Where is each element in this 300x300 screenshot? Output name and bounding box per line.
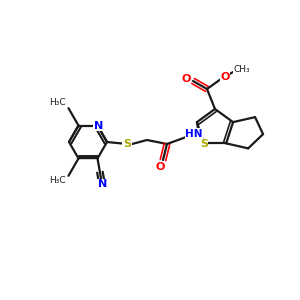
Text: S: S — [200, 140, 208, 149]
Text: O: O — [155, 162, 165, 172]
Text: H₃C: H₃C — [49, 176, 65, 185]
Text: H₃C: H₃C — [49, 98, 65, 107]
Text: S: S — [123, 139, 131, 149]
Text: O: O — [220, 72, 230, 82]
Text: HN: HN — [185, 129, 203, 139]
Text: CH₃: CH₃ — [234, 64, 250, 74]
Text: N: N — [94, 121, 103, 130]
Text: O: O — [181, 74, 191, 84]
Text: N: N — [98, 179, 107, 189]
